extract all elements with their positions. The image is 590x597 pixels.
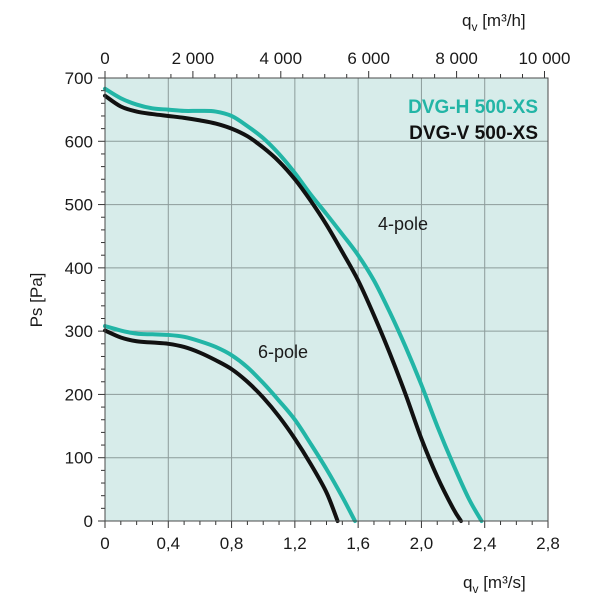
x-top-tick-label: 10 000 — [518, 49, 570, 68]
legend-item-dvg-v: DVG-V 500-XS — [409, 123, 538, 144]
legend-item-dvg-h: DVG-H 500-XS — [408, 97, 538, 118]
x-bottom-tick-label: 1,6 — [346, 534, 370, 553]
y-tick-label: 0 — [84, 512, 93, 531]
minor-ticks — [98, 71, 549, 528]
series-line-dvg-h-500-xs-6-pole — [103, 324, 357, 523]
series-line-dvg-v-500-xs-4-pole — [103, 93, 463, 523]
x-bottom-tick-label: 0,4 — [156, 534, 180, 553]
x-top-tick-label: 0 — [100, 49, 109, 68]
x-bottom-tick-label: 0,8 — [220, 534, 244, 553]
x-top-axis-label: qv [m³/h] — [462, 11, 526, 34]
y-tick-label: 400 — [65, 259, 93, 278]
annotation-6-pole: 6-pole — [258, 342, 308, 362]
series-line-dvg-v-500-xs-6-pole — [103, 328, 340, 523]
series-lines — [103, 86, 484, 523]
y-tick-label: 100 — [65, 449, 93, 468]
y-tick-label: 700 — [65, 69, 93, 88]
axis-ticks: 0 0,4 0,8 1,2 1,6 2,0 2,4 2,8 0 2 000 4 000 6 000 8 … — [65, 49, 571, 553]
y-tick-label: 500 — [65, 196, 93, 215]
grid — [104, 77, 549, 522]
y-tick-label: 200 — [65, 385, 93, 404]
y-axis-label: Ps [Pa] — [27, 273, 46, 328]
x-bottom-tick-label: 2,0 — [410, 534, 434, 553]
plot-frame — [104, 77, 549, 522]
x-top-tick-label: 2 000 — [172, 49, 215, 68]
y-tick-label: 300 — [65, 322, 93, 341]
x-top-tick-label: 4 000 — [260, 49, 303, 68]
y-tick-label: 600 — [65, 132, 93, 151]
x-top-tick-label: 8 000 — [435, 49, 478, 68]
x-top-tick-label: 6 000 — [347, 49, 390, 68]
x-bottom-tick-label: 2,4 — [473, 534, 497, 553]
series-line-dvg-h-500-xs-4-pole — [103, 86, 484, 523]
x-bottom-tick-label: 0 — [100, 534, 109, 553]
annotation-4-pole: 4-pole — [378, 214, 428, 234]
x-bottom-tick-label: 1,2 — [283, 534, 307, 553]
x-bottom-axis-label: qv [m³/s] — [463, 573, 526, 596]
x-bottom-tick-label: 2,8 — [536, 534, 560, 553]
plot-background — [105, 78, 548, 521]
